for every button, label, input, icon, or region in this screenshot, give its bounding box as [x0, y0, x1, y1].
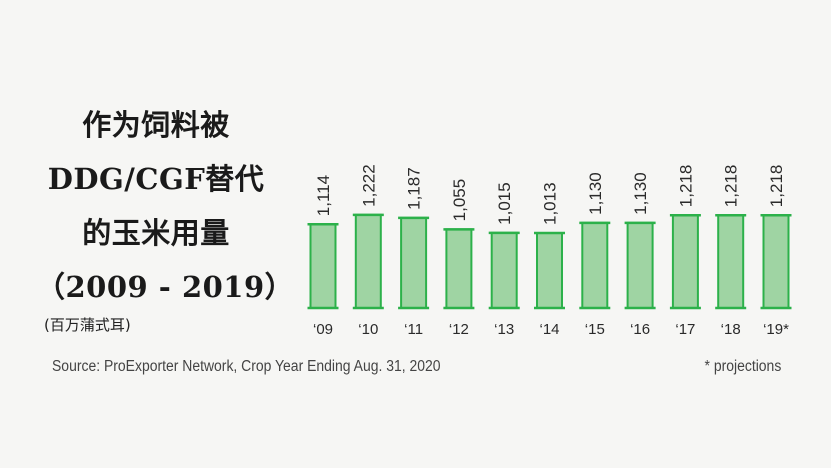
bar-6 [581, 221, 609, 309]
value-label-6: 1,130 [586, 172, 605, 215]
bar-3 [445, 228, 473, 309]
value-label-7: 1,130 [631, 172, 650, 215]
x-tick-label-3: ‘12 [449, 321, 469, 338]
bar-5 [536, 232, 563, 309]
bar-9 [717, 214, 745, 309]
bar-7 [626, 221, 654, 309]
bar-2 [400, 216, 428, 310]
title-line-3: 的玉米用量 [82, 216, 230, 250]
bar-0 [309, 223, 337, 309]
title-line-4: （2009 - 2019） [36, 270, 295, 304]
x-tick-label-10: ‘19* [763, 321, 789, 338]
value-label-1: 1,222 [359, 164, 378, 207]
bar-4 [490, 231, 518, 309]
value-label-10: 1,218 [767, 165, 786, 208]
value-label-4: 1,015 [495, 182, 514, 225]
projections-note: * projections [704, 358, 781, 375]
x-tick-label-8: ‘17 [675, 321, 695, 338]
title-line-2: DDG/CGF替代 [47, 162, 265, 196]
x-tick-label-1: ‘10 [358, 321, 378, 338]
chart-title: 作为饲料被 DDG/CGF替代 的玉米用量 （2009 - 2019） [36, 98, 295, 314]
value-label-5: 1,013 [541, 182, 560, 225]
x-tick-label-6: ‘15 [585, 321, 605, 338]
value-label-0: 1,114 [314, 175, 333, 216]
value-label-9: 1,218 [722, 165, 741, 208]
value-label-2: 1,187 [405, 167, 424, 210]
x-tick-label-9: ‘18 [721, 321, 741, 338]
value-label-8: 1,218 [676, 165, 695, 208]
x-tick-label-5: ‘14 [539, 321, 559, 338]
bar-10 [762, 214, 790, 309]
source-note: Source: ProExporter Network, Crop Year E… [52, 358, 441, 375]
unit-label: (百万蒲式耳) [44, 316, 131, 334]
x-tick-label-2: ‘11 [404, 321, 423, 338]
bar-1 [354, 213, 382, 309]
title-line-1: 作为饲料被 [82, 108, 230, 142]
value-label-3: 1,055 [450, 179, 469, 222]
bar-8 [671, 214, 699, 309]
x-tick-label-7: ‘16 [630, 321, 650, 338]
x-tick-label-4: ‘13 [494, 321, 514, 338]
x-tick-label-0: ‘09 [313, 321, 333, 338]
